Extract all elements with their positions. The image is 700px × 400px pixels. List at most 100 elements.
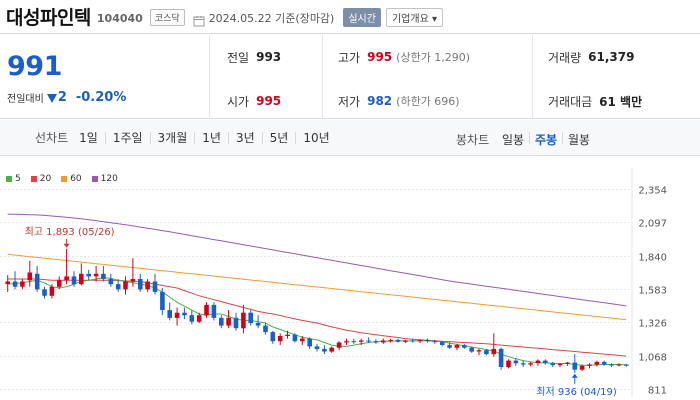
candle <box>255 315 261 329</box>
candle-body <box>528 363 533 365</box>
chart-grid <box>0 167 633 397</box>
title-bar: 대성파인텍 104040 코스닥 2024.05.22 기준(장마감) 실시간 … <box>0 0 700 34</box>
candle-body <box>601 361 607 365</box>
company-info-button[interactable]: 기업개요 ▾ <box>385 8 443 27</box>
period-1w[interactable]: 1주일 <box>104 131 150 144</box>
candle-body <box>79 273 84 285</box>
candle <box>381 338 386 344</box>
candle-body <box>322 348 327 352</box>
legend-ma120: 120 <box>91 174 118 184</box>
candle-body <box>196 315 202 322</box>
candle-body <box>344 341 349 343</box>
candle-body <box>579 365 585 370</box>
candle-body <box>263 325 268 333</box>
candle <box>432 339 438 344</box>
period-3m[interactable]: 3개월 <box>149 131 195 144</box>
candle-body <box>20 281 25 287</box>
candle-body <box>498 348 504 367</box>
candle <box>86 269 91 281</box>
candle-body <box>550 363 555 366</box>
candle-body <box>307 338 312 347</box>
realtime-button[interactable]: 실시간 <box>343 8 381 27</box>
candle <box>520 360 526 368</box>
period-1d[interactable]: 1일 <box>79 130 98 145</box>
candle-body <box>130 279 136 282</box>
divider <box>322 35 323 119</box>
candle-body <box>277 336 283 342</box>
candle <box>498 347 504 370</box>
candle-body <box>182 312 187 316</box>
period-5y[interactable]: 5년 <box>261 131 296 144</box>
candle-body <box>447 345 452 348</box>
calendar-icon <box>193 12 205 26</box>
change-percent: -0.20% <box>75 90 127 105</box>
candle-body <box>219 317 224 326</box>
candle <box>484 348 489 356</box>
change-label: 전일대비 <box>7 94 44 105</box>
candle <box>535 359 541 366</box>
candle-body <box>57 280 62 287</box>
candle <box>49 284 55 299</box>
divider <box>562 132 563 144</box>
candle-body <box>174 312 180 318</box>
candle <box>336 341 342 351</box>
candle-body <box>609 364 614 366</box>
candle-body <box>388 339 393 341</box>
candle-body <box>300 338 305 342</box>
candle-daily[interactable]: 일봉 <box>502 133 525 147</box>
candle <box>300 336 305 346</box>
prev-close: 전일 993 <box>227 50 282 65</box>
candle-body <box>366 340 371 342</box>
y-axis-ticks: 2,354 2,097 1,840 1,583 1,326 1,068 811 <box>638 186 667 397</box>
candle <box>196 312 202 323</box>
candle <box>292 333 298 343</box>
chart-toolbar: 선차트 1일 1주일 3개월 1년 3년 5년 10년 봉차트 일봉 주봉 월봉 <box>0 120 700 156</box>
period-3y[interactable]: 3년 <box>227 131 262 144</box>
high-price: 고가 995 (상한가 1,290) <box>338 50 471 65</box>
candle <box>447 342 452 349</box>
candle-body <box>241 312 246 329</box>
candle <box>12 271 18 290</box>
candle-body <box>543 360 548 364</box>
open-price: 시가 995 <box>227 94 282 109</box>
candle <box>565 361 570 366</box>
candle <box>241 304 246 334</box>
candle-body <box>565 362 570 364</box>
candle <box>329 346 334 353</box>
candle-body <box>506 360 511 368</box>
y-tick-label: 811 <box>648 386 667 397</box>
candle <box>219 315 224 329</box>
trade-amount: 거래대금 61 백만 <box>548 94 643 109</box>
period-10y[interactable]: 10년 <box>295 131 336 144</box>
candle-monthly[interactable]: 월봉 <box>568 133 591 147</box>
change-value: 2 <box>57 90 67 105</box>
low-arrow-head <box>571 373 578 378</box>
candle <box>20 279 25 290</box>
candle <box>5 275 10 292</box>
period-1y[interactable]: 1년 <box>194 131 228 144</box>
candle-body <box>211 304 217 318</box>
candle-body <box>336 342 342 348</box>
candle-body <box>115 284 121 290</box>
candle <box>528 361 533 367</box>
candle-body <box>358 340 364 342</box>
price-chart[interactable]: 2,354 2,097 1,840 1,583 1,326 1,068 811 최고 1,8… <box>0 157 700 400</box>
candle-body <box>152 281 158 292</box>
legend-swatch <box>6 176 12 182</box>
legend-ma60: 60 <box>61 174 82 184</box>
candle <box>616 363 622 367</box>
candle <box>270 330 276 344</box>
candle-body <box>484 350 489 355</box>
candle-body <box>432 341 438 343</box>
ma5-line <box>7 277 627 366</box>
candle-body <box>594 361 600 365</box>
candle-body <box>351 341 357 343</box>
down-triangle-icon <box>46 88 57 107</box>
candle <box>307 337 312 349</box>
change-row: 전일대비 2 -0.20% <box>7 88 126 107</box>
candle-body <box>42 289 47 296</box>
candle-weekly[interactable]: 주봉 <box>535 133 558 147</box>
candle-body <box>535 360 541 364</box>
candle <box>71 271 77 287</box>
candle <box>373 339 379 344</box>
